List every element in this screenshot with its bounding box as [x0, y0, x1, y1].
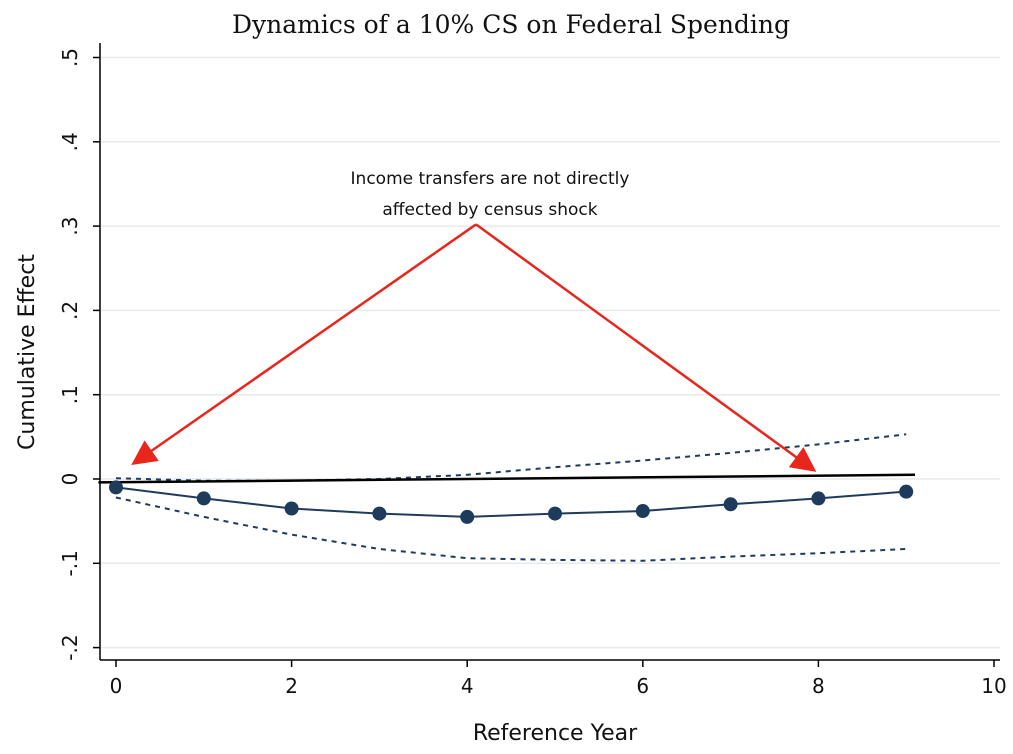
y-tick-label-0: -.2: [58, 634, 82, 660]
annotation-arrow-0: [131, 223, 477, 466]
series-lines: [98, 433, 916, 562]
point-estimate-marker-8: [811, 491, 826, 506]
axes: [99, 43, 1000, 661]
lower-confidence-bound-line: [115, 496, 907, 562]
x-tick-label-5: 10: [981, 674, 1006, 698]
y-axis-title: Cumulative Effect: [15, 254, 40, 450]
y-tick-label-5: .3: [58, 217, 82, 236]
point-estimate-marker-4: [460, 509, 475, 524]
point-estimate-marker-3: [372, 506, 387, 521]
point-estimate-marker-6: [635, 504, 650, 519]
x-tick-label-4: 8: [812, 674, 825, 698]
x-axis-title: Reference Year: [473, 721, 638, 746]
annotation-line-1: Income transfers are not directly: [351, 169, 630, 189]
chart-title: Dynamics of a 10% CS on Federal Spending: [232, 10, 790, 39]
x-tick-label-3: 6: [636, 674, 649, 698]
annotation-line-2: affected by census shock: [382, 200, 597, 220]
point-estimate-marker-9: [899, 484, 914, 499]
point-estimate-marker-5: [548, 506, 562, 521]
x-tick-label-2: 4: [461, 674, 474, 698]
y-tick-label-4: .2: [58, 301, 82, 320]
point-estimate-marker-7: [723, 497, 738, 512]
x-tick-label-0: 0: [110, 674, 123, 698]
zero-reference-line: [98, 473, 916, 484]
y-tick-label-6: .4: [58, 132, 82, 151]
series-markers: [109, 480, 914, 524]
annotation: Income transfers are not directly affect…: [131, 169, 817, 472]
y-tick-label-3: .1: [58, 385, 82, 404]
y-tick-label-1: -.1: [58, 550, 82, 576]
point-estimate-line: [115, 486, 907, 518]
point-estimate-marker-2: [284, 501, 299, 516]
point-estimate-marker-0: [109, 480, 123, 495]
axis-ticks: -.2 -.1 0 .1 .2 .3 .4 .5 0 2 4 6 8 10: [58, 48, 1007, 698]
annotation-arrow-1: [475, 223, 817, 472]
y-tick-label-2: 0: [58, 473, 82, 486]
point-estimate-marker-1: [196, 491, 211, 506]
x-tick-label-1: 2: [285, 674, 298, 698]
y-tick-label-7: .5: [58, 48, 82, 67]
